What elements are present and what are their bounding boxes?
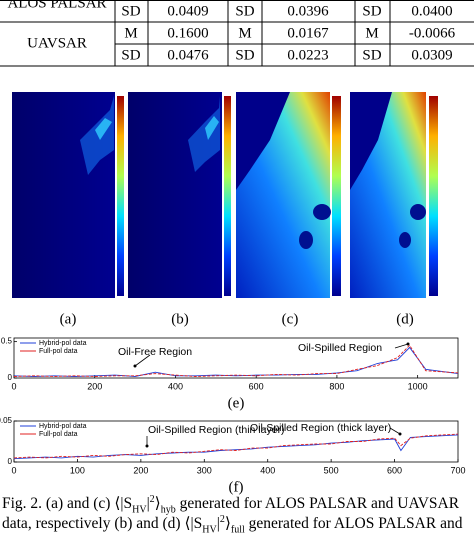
panel-label: (c) (282, 311, 299, 327)
table-cell: 0.0309 (411, 47, 452, 63)
x-tick-label: 400 (168, 381, 183, 391)
series-line (13, 434, 459, 460)
annotation-arrow (394, 343, 409, 349)
caption-line: Fig. 2. (a) and (c) ⟨|SHV|2⟩hyb generate… (2, 494, 459, 515)
arrow-head (406, 342, 410, 346)
x-tick-label: 0 (11, 465, 16, 475)
series-line (13, 344, 459, 377)
legend-label: Full-pol data (39, 431, 78, 438)
caption-sub: HV (202, 524, 217, 535)
arrow-head (133, 364, 137, 368)
y-tick-label: 0 (8, 373, 13, 382)
x-tick-label: 600 (249, 381, 264, 391)
figure: ALOS PALSAR SD 0.0409 SD 0.0396 SD 0.0400 UAVSA… (0, 0, 474, 495)
table-cell: 0.0223 (287, 47, 328, 63)
table-cell: SD (235, 47, 254, 63)
legend-label: Hybrid-pol data (39, 423, 87, 430)
annotation-arrow (389, 427, 401, 435)
x-tick-label: 300 (197, 465, 212, 475)
caption-sub: HV (132, 504, 147, 516)
panel-label: (b) (171, 311, 189, 327)
table-cell: SD (362, 3, 381, 19)
y-tick-label: 0.5 (1, 337, 13, 346)
row-label: UAVSAR (27, 35, 87, 51)
panel-d-image (350, 92, 438, 298)
panel-label: (d) (396, 311, 414, 327)
table-cell: SD (121, 3, 140, 19)
caption-sub: hyb (160, 504, 176, 516)
table (0, 0, 474, 67)
x-tick-label: 200 (133, 465, 148, 475)
table-cell: 0.0400 (411, 3, 452, 19)
panel-c-image (236, 92, 341, 298)
table-cell: 0.0409 (167, 3, 208, 19)
x-tick-label: 100 (70, 465, 85, 475)
caption-text: ⟩ (154, 495, 161, 513)
panel-b-image (128, 92, 231, 298)
x-tick-label: 700 (450, 465, 465, 475)
annotation: Oil-Spilled Region (298, 342, 382, 354)
caption-sup: 2 (219, 514, 225, 525)
x-tick-label: 200 (87, 381, 102, 391)
annotation: Oil-Spilled Region (thin layer) (148, 424, 285, 436)
plot-label: (f) (229, 479, 244, 495)
table-cell: M (238, 25, 251, 41)
x-tick-label: 400 (260, 465, 275, 475)
annotation: Oil-Free Region (118, 346, 192, 358)
table-cell: 0.0476 (167, 47, 209, 63)
x-tick-label: 600 (387, 465, 402, 475)
table-cell: SD (235, 3, 254, 19)
caption-text: | (146, 495, 150, 513)
legend-label: Hybrid-pol data (39, 340, 87, 347)
table-cell: 0.0167 (287, 25, 329, 41)
caption-line: data, respectively (b) and (d) ⟨|SHV|2⟩f… (2, 514, 462, 535)
plot-label: (e) (228, 395, 245, 411)
caption-sub: full (230, 524, 245, 535)
plot-frame (13, 420, 459, 463)
plot-frame (13, 337, 459, 379)
table-cell: SD (121, 47, 140, 63)
panel-label: (a) (60, 311, 77, 327)
annotation: Oil-Spilled Region (thick layer) (250, 422, 391, 434)
table-cell: 0.0396 (287, 3, 329, 19)
table-cell: M (124, 25, 137, 41)
series-line (13, 346, 459, 377)
x-tick-label: 0 (11, 381, 16, 391)
caption-sup: 2 (149, 494, 155, 505)
table-cell: M (365, 25, 378, 41)
arrow-head (398, 432, 402, 436)
row-label: ALOS PALSAR (7, 0, 106, 11)
table-cell: 0.1600 (167, 25, 208, 41)
y-tick-label: 0.05 (0, 416, 13, 425)
table-cell: SD (362, 47, 381, 63)
y-tick-label: 0 (8, 457, 13, 466)
legend-label: Full-pol data (39, 348, 78, 355)
caption-text: generated for ALOS PALSAR and UAVSAR (175, 495, 460, 513)
x-tick-label: 500 (324, 465, 339, 475)
x-tick-label: 800 (329, 381, 344, 391)
caption-text: ⟩ (224, 515, 231, 533)
arrow-head (145, 444, 149, 448)
table-cell: -0.0066 (409, 25, 456, 41)
panel-a-image (12, 92, 124, 298)
series-line (13, 433, 459, 459)
x-tick-label: 1000 (408, 381, 428, 391)
caption-text: | (216, 515, 220, 533)
annotation-arrow (134, 354, 151, 367)
caption-text: Fig. 2. (a) and (c) ⟨|S (2, 495, 133, 513)
caption-text: data, respectively (b) and (d) ⟨|S (2, 515, 203, 533)
caption-text: generated for ALOS PALSAR and (244, 515, 463, 533)
